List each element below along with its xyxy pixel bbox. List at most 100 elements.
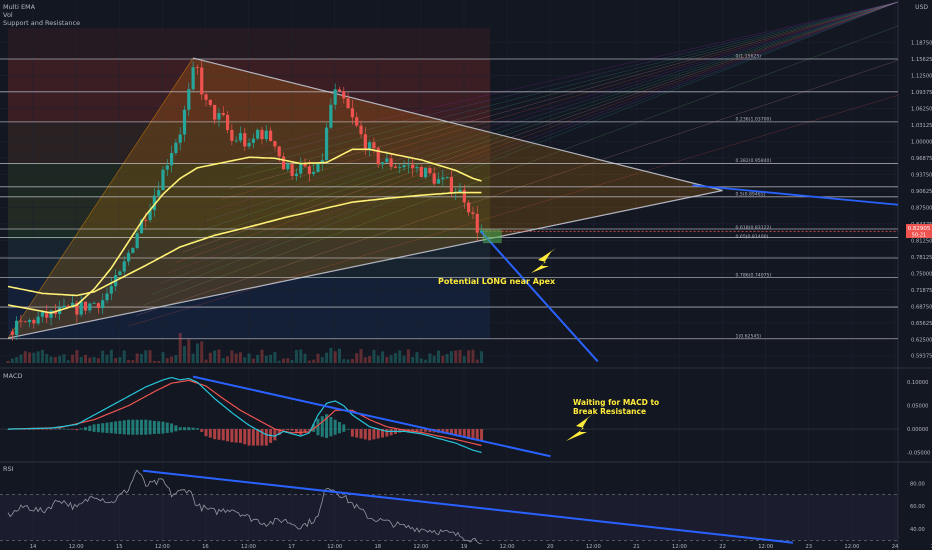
volume-bar	[286, 358, 290, 363]
macd-histogram-bar	[187, 427, 191, 431]
macd-histogram-bar	[23, 429, 27, 430]
volume-bar	[445, 353, 449, 363]
volume-bar	[320, 356, 324, 363]
price-tick-label: 1.09375	[911, 90, 932, 96]
candle-body	[406, 164, 410, 166]
macd-histogram-bar	[208, 429, 212, 438]
candle-body	[161, 169, 165, 191]
macd-histogram-bar	[445, 429, 449, 434]
volume-bar	[204, 359, 208, 363]
volume-bar	[247, 353, 251, 363]
volume-bar	[333, 351, 337, 363]
volume-bar	[139, 353, 143, 363]
macd-histogram-bar	[105, 422, 109, 433]
volume-bar	[294, 350, 298, 363]
volume-bar	[114, 357, 118, 363]
time-tick-label: 21	[633, 544, 640, 550]
time-axis[interactable]: 14 12:00 15 12:00 16 12:00 17 12:00 18 12:00 19 12:…	[30, 544, 932, 550]
macd-histogram-bar	[282, 429, 286, 430]
time-tick-label: 14	[30, 544, 37, 550]
macd-histogram-bar	[92, 424, 96, 432]
volume-bar	[385, 356, 389, 363]
macd-histogram-bar	[66, 429, 70, 430]
volume-bar	[411, 356, 415, 363]
volume-bar	[118, 357, 122, 363]
macd-histogram-bar	[381, 429, 385, 438]
macd-histogram-bar	[260, 429, 264, 446]
indicator-vol[interactable]: Vol	[3, 11, 13, 19]
macd-histogram-bar	[355, 429, 359, 438]
candle-body	[303, 164, 307, 167]
volume-bar	[165, 358, 169, 363]
support-resistance-levels[interactable]	[0, 58, 898, 340]
fib-label: 0.786(0.74075)	[736, 273, 772, 279]
fan-line	[167, 1, 899, 274]
macd-histogram-bar	[191, 427, 195, 430]
candle-body	[178, 134, 182, 143]
volume-bar	[234, 353, 238, 363]
volume-bar	[337, 348, 341, 363]
indicator-support-resistance[interactable]: Support and Resistance	[3, 19, 80, 27]
candle-body	[359, 125, 363, 135]
volume-bar	[260, 349, 264, 363]
macd-histogram-bar	[62, 428, 66, 430]
macd-histogram-bar	[415, 429, 419, 432]
macd-histogram-bar	[363, 429, 367, 440]
volume-bar	[393, 353, 397, 363]
current-price-value: 0.82905	[908, 226, 931, 232]
candle-body	[393, 166, 398, 168]
fan-line	[244, 1, 899, 169]
current-price-tag	[906, 224, 932, 238]
price-tick-label: 0.75000	[911, 271, 932, 277]
fan-line	[159, 1, 899, 285]
time-tick-label: 16	[202, 544, 209, 550]
volume-bar	[66, 360, 70, 363]
projection-line[interactable]	[480, 184, 899, 363]
candle-body	[208, 99, 212, 105]
macd-histogram-bar	[286, 429, 290, 431]
candle-body	[368, 142, 372, 150]
candle-body	[428, 168, 432, 174]
candle-body	[372, 142, 376, 149]
volume-bar	[213, 350, 217, 363]
time-tick-label: 12:00	[931, 544, 932, 550]
volume-bar	[122, 350, 126, 363]
volume-bar	[264, 355, 268, 363]
macd-histogram-bar	[58, 428, 62, 430]
volume-bar	[40, 349, 44, 363]
indicator-multi-ema[interactable]: Multi EMA	[3, 3, 36, 11]
volume-bar	[88, 357, 92, 363]
fib-labels: 0(1.15625) 0.236(1.03700) 0.382(0.95840) 0.…	[736, 53, 772, 339]
candle-body	[337, 89, 342, 92]
rsi-pane	[0, 469, 898, 544]
time-tick-label: 22	[719, 544, 726, 550]
macd-tick-label: 0.05000	[907, 404, 928, 410]
volume-bar	[109, 349, 113, 363]
candle-body	[191, 67, 195, 90]
candle-body	[251, 138, 255, 143]
price-tick-label: 0.81250	[911, 238, 932, 244]
candle-body	[118, 271, 122, 276]
time-tick-label: 19	[461, 544, 468, 550]
candle-body	[264, 130, 268, 140]
macd-histogram-bar	[6, 429, 10, 430]
symmetrical-triangle[interactable]	[7, 57, 723, 339]
candle-body	[385, 158, 389, 163]
macd-histogram-bar	[148, 420, 152, 435]
volume-bar	[144, 350, 148, 363]
macd-histogram-bar	[28, 429, 32, 430]
candle-body	[415, 166, 419, 169]
candle-body	[174, 142, 178, 154]
fib-zone	[8, 163, 491, 197]
candle-body	[329, 104, 333, 128]
macd-pane-title: MACD	[3, 372, 22, 380]
volume-bar	[355, 353, 359, 363]
macd-histogram-bar	[75, 429, 79, 431]
candle-body	[92, 303, 96, 304]
fib-zone	[8, 230, 491, 240]
candle-body	[316, 163, 320, 172]
macd-histogram-bar	[88, 425, 92, 432]
candle-body	[467, 202, 471, 213]
candle-body	[355, 117, 359, 126]
